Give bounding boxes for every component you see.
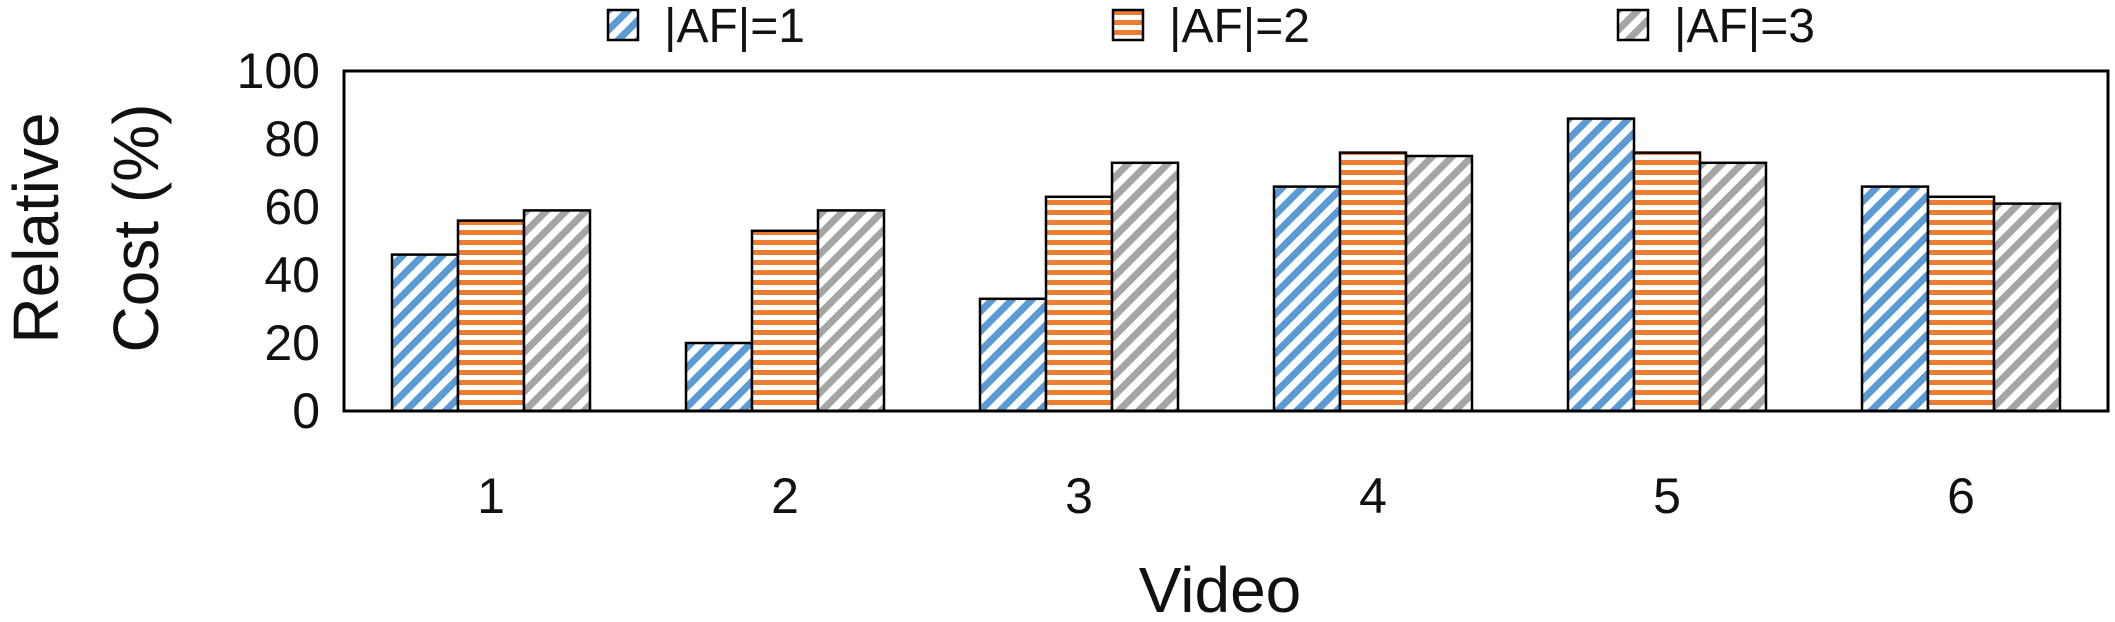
y-tick-label: 60	[264, 179, 320, 235]
x-tick-label: 3	[1065, 468, 1093, 524]
bar-series-1-video-4	[1272, 185, 1342, 413]
bar-series-1-video-3	[978, 297, 1048, 413]
bar-series-1-video-6	[1860, 185, 1930, 413]
bar-series-2-video-1	[456, 219, 526, 413]
x-tick-label: 1	[477, 468, 505, 524]
y-tick-label: 20	[264, 315, 320, 371]
y-tick-label: 100	[237, 43, 320, 99]
legend-label-series-3: |AF|=3	[1674, 0, 1815, 53]
y-tick-label: 0	[292, 383, 320, 439]
bar-series-1-video-1	[390, 253, 460, 413]
bar-series-2-video-3	[1044, 195, 1114, 413]
y-axis-title: Relative Cost (%)	[0, 104, 172, 353]
bar-series-3-video-2	[816, 209, 886, 413]
bar-series-2-video-4	[1338, 151, 1408, 413]
y-tick-label: 80	[264, 111, 320, 167]
legend-label-series-2: |AF|=2	[1169, 0, 1310, 53]
bar-series-3-video-3	[1110, 161, 1180, 413]
bar-series-1-video-2	[684, 341, 754, 413]
bar-series-3-video-6	[1992, 202, 2062, 413]
bar-series-3-video-4	[1404, 154, 1474, 413]
legend: |AF|=1 |AF|=2 |AF|=3	[606, 0, 1815, 53]
bar-series-2-video-6	[1926, 195, 1996, 413]
legend-swatch-series-1	[606, 8, 640, 42]
x-tick-label: 2	[771, 468, 799, 524]
legend-label-series-1: |AF|=1	[664, 0, 805, 53]
bar-series-1-video-5	[1566, 117, 1636, 413]
x-tick-label: 4	[1359, 468, 1387, 524]
bar-series-2-video-5	[1632, 151, 1702, 413]
bar-series-3-video-5	[1698, 161, 1768, 413]
y-axis-title-line-1: Relative	[0, 112, 72, 343]
x-tick-label: 5	[1653, 468, 1681, 524]
y-axis-title-line-2: Cost (%)	[100, 104, 172, 353]
legend-swatch-series-2	[1111, 8, 1145, 42]
bar-series-2-video-2	[750, 229, 820, 413]
plot-area-frame	[342, 69, 2110, 413]
bar-series-3-video-1	[522, 209, 592, 413]
y-tick-label: 40	[264, 247, 320, 303]
y-axis-ticks: 0 20 40 60 80 100	[237, 43, 320, 439]
x-axis-ticks: 1 2 3 4 5 6	[477, 468, 1975, 524]
legend-swatch-series-3	[1616, 8, 1650, 42]
bars-group	[390, 117, 2062, 413]
x-tick-label: 6	[1947, 468, 1975, 524]
x-axis-title: Video	[1139, 554, 1302, 622]
